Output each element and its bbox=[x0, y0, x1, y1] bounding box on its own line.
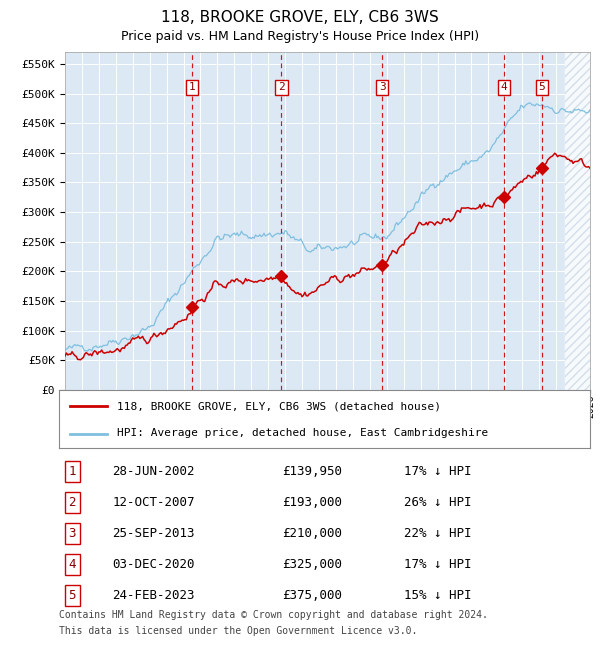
Text: 17% ↓ HPI: 17% ↓ HPI bbox=[404, 558, 472, 571]
Text: 1: 1 bbox=[188, 83, 195, 92]
Text: Price paid vs. HM Land Registry's House Price Index (HPI): Price paid vs. HM Land Registry's House … bbox=[121, 30, 479, 43]
Text: 26% ↓ HPI: 26% ↓ HPI bbox=[404, 496, 472, 509]
Text: 25-SEP-2013: 25-SEP-2013 bbox=[112, 526, 194, 539]
Text: 2: 2 bbox=[278, 83, 285, 92]
Bar bbox=[565, 52, 590, 390]
Text: £375,000: £375,000 bbox=[282, 589, 342, 602]
Text: 12-OCT-2007: 12-OCT-2007 bbox=[112, 496, 194, 509]
Text: 3: 3 bbox=[379, 83, 386, 92]
Text: 24-FEB-2023: 24-FEB-2023 bbox=[112, 589, 194, 602]
Text: 4: 4 bbox=[500, 83, 508, 92]
Text: Contains HM Land Registry data © Crown copyright and database right 2024.: Contains HM Land Registry data © Crown c… bbox=[59, 610, 488, 619]
Text: £210,000: £210,000 bbox=[282, 526, 342, 539]
Text: HPI: Average price, detached house, East Cambridgeshire: HPI: Average price, detached house, East… bbox=[118, 428, 488, 439]
Text: 3: 3 bbox=[68, 526, 76, 539]
Text: 2: 2 bbox=[68, 496, 76, 509]
Text: 4: 4 bbox=[68, 558, 76, 571]
Text: 28-JUN-2002: 28-JUN-2002 bbox=[112, 465, 194, 478]
Text: £139,950: £139,950 bbox=[282, 465, 342, 478]
Bar bbox=[565, 52, 590, 390]
Text: 5: 5 bbox=[538, 83, 545, 92]
Text: 1: 1 bbox=[68, 465, 76, 478]
Text: 17% ↓ HPI: 17% ↓ HPI bbox=[404, 465, 472, 478]
Text: This data is licensed under the Open Government Licence v3.0.: This data is licensed under the Open Gov… bbox=[59, 626, 418, 636]
Text: £193,000: £193,000 bbox=[282, 496, 342, 509]
Text: 118, BROOKE GROVE, ELY, CB6 3WS: 118, BROOKE GROVE, ELY, CB6 3WS bbox=[161, 10, 439, 25]
Text: 5: 5 bbox=[68, 589, 76, 602]
Text: 22% ↓ HPI: 22% ↓ HPI bbox=[404, 526, 472, 539]
Text: £325,000: £325,000 bbox=[282, 558, 342, 571]
Text: 03-DEC-2020: 03-DEC-2020 bbox=[112, 558, 194, 571]
Text: 118, BROOKE GROVE, ELY, CB6 3WS (detached house): 118, BROOKE GROVE, ELY, CB6 3WS (detache… bbox=[118, 401, 442, 411]
Text: 15% ↓ HPI: 15% ↓ HPI bbox=[404, 589, 472, 602]
Bar bbox=[565, 52, 590, 390]
